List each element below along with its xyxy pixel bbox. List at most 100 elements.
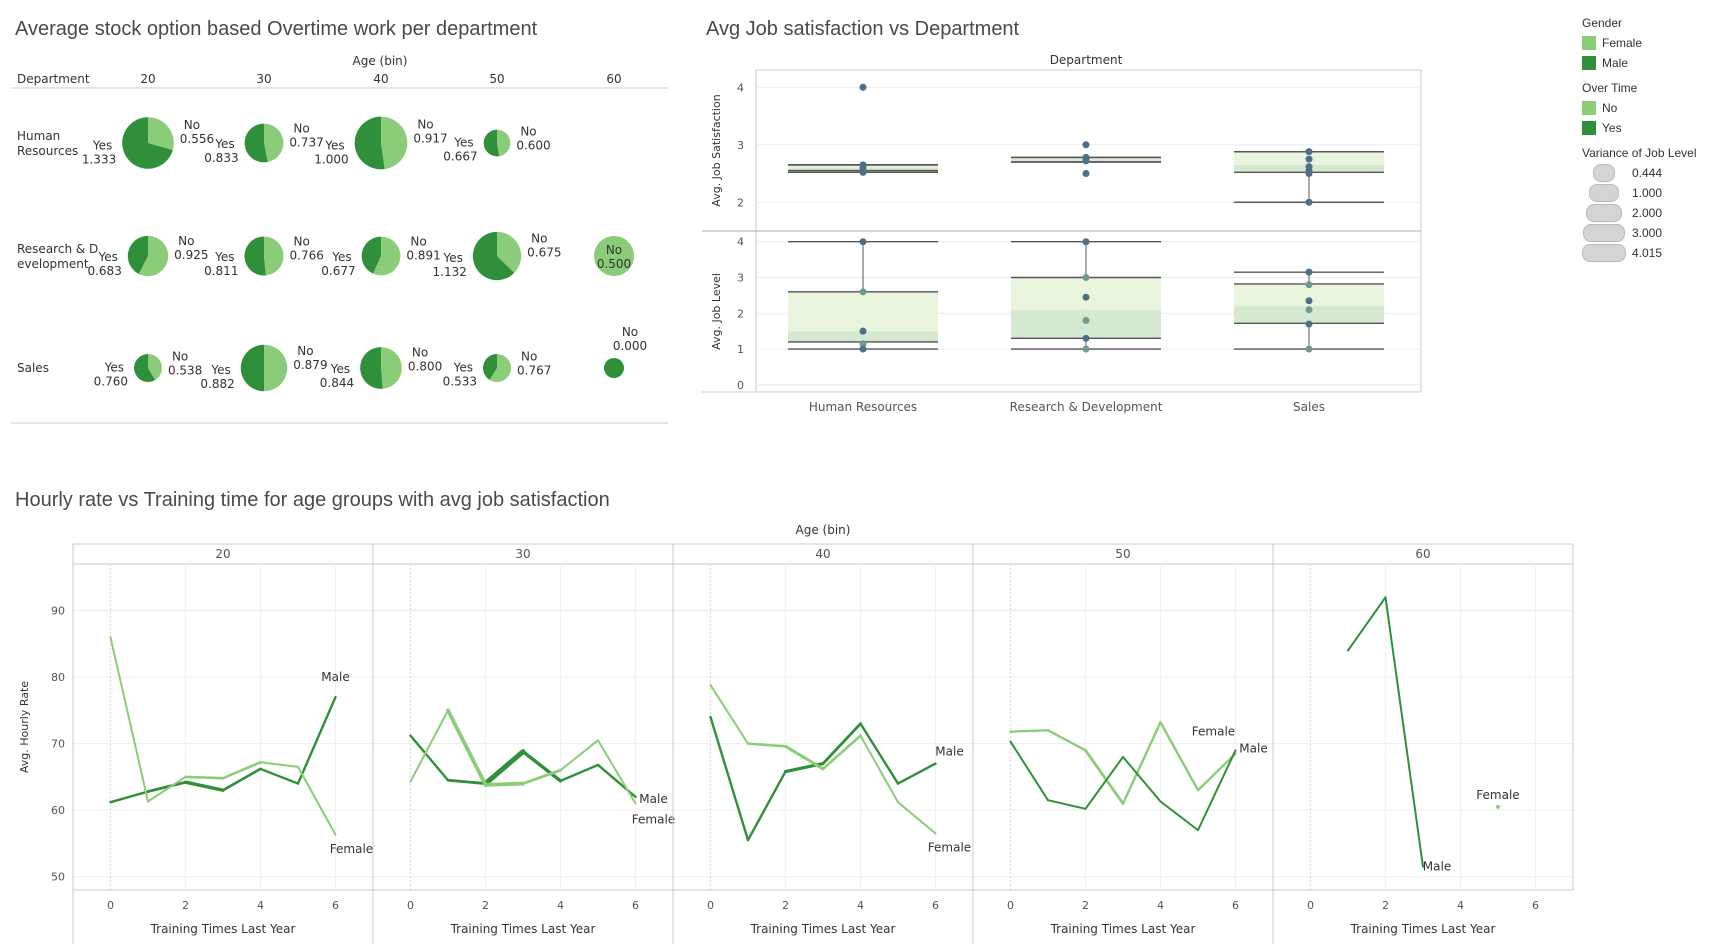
line-x-axis-label: Training Times Last Year	[1050, 922, 1196, 936]
pie-yes-label: Yes	[330, 362, 350, 376]
pie-slice-yes	[483, 129, 500, 157]
legend-item-yes[interactable]: Yes	[1582, 118, 1707, 138]
pie-yes-value: 0.760	[94, 374, 128, 388]
line-x-tick: 0	[1307, 899, 1314, 912]
box-y-tick: 3	[737, 139, 744, 152]
legend-label-female: Female	[1602, 36, 1643, 50]
pie-slice-yes	[122, 117, 173, 169]
box-data-point	[1082, 157, 1090, 165]
line-series-segment	[147, 775, 187, 803]
box-y-axis-label: Avg. Job Satisfaction	[710, 94, 723, 206]
line-panel-age-label: 20	[215, 547, 230, 561]
legend-item-no[interactable]: No	[1582, 98, 1707, 118]
pie-no-label: No	[606, 243, 622, 257]
gender-legend-title: Gender	[1582, 16, 1623, 30]
line-series-segment	[1084, 755, 1124, 810]
line-series-segment	[259, 767, 300, 785]
pie-column-label: 50	[489, 72, 504, 86]
line-x-tick: 0	[707, 899, 714, 912]
line-panel-age-label: 50	[1115, 547, 1130, 561]
line-series-segment	[559, 763, 600, 783]
pie-no-value: 0.556	[180, 132, 214, 146]
box-data-point	[1082, 274, 1090, 282]
box-y-tick: 2	[737, 196, 744, 209]
line-series-label: Male	[321, 670, 349, 684]
pie-yes-value: 0.833	[204, 151, 238, 165]
box-data-point	[859, 83, 867, 91]
line-x-axis-label: Training Times Last Year	[150, 922, 296, 936]
pie-no-label: No	[520, 125, 536, 139]
box-data-point	[1305, 320, 1313, 328]
pie-no-label: No	[297, 344, 313, 358]
box-data-point	[859, 345, 867, 353]
line-series-label: Female	[632, 813, 675, 827]
box-y-tick: 0	[737, 379, 744, 392]
pie-slice-no	[489, 354, 511, 382]
legend-label-yes: Yes	[1602, 121, 1622, 135]
line-series-segment	[596, 763, 637, 799]
line-x-tick: 6	[932, 899, 939, 912]
legend-panel: Gender Female Male Over Time No Yes Vari…	[1582, 14, 1707, 263]
line-series-segment	[559, 739, 599, 772]
variance-shape-1	[1589, 184, 1619, 202]
legend-item-male[interactable]: Male	[1582, 53, 1707, 73]
line-series-segment	[1159, 721, 1200, 792]
pie-no-label: No	[410, 234, 426, 248]
line-series-segment	[1046, 729, 1087, 752]
box-data-point	[1082, 238, 1090, 246]
box-data-point	[1305, 155, 1313, 163]
line-series-segment	[709, 715, 750, 842]
pie-slice-no	[264, 236, 284, 276]
pie-slice-yes	[240, 344, 265, 392]
pie-slice	[594, 236, 634, 276]
variance-size-2: 2.000	[1582, 203, 1707, 223]
pie-row-label: Research & D	[17, 242, 98, 256]
no-swatch	[1582, 101, 1596, 115]
pie-yes-label: Yes	[442, 251, 462, 265]
pie-yes-value: 1.132	[433, 265, 467, 279]
stock-option-chart-title: Average stock option based Overtime work…	[15, 18, 538, 40]
line-series-label: Female	[1476, 788, 1519, 802]
hourly-rate-chart-title: Hourly rate vs Training time for age gro…	[15, 489, 610, 511]
pie-yes-value: 0.683	[87, 264, 121, 278]
line-series-segment	[709, 684, 749, 745]
pie-row-label: evelopment	[17, 257, 89, 271]
variance-shape-4	[1582, 244, 1626, 262]
pie-no-value: 0.925	[174, 248, 208, 262]
pie-slice-yes	[134, 354, 156, 382]
box-data-point	[1082, 141, 1090, 149]
pie-yes-label: Yes	[453, 361, 473, 375]
pie-slice-yes	[354, 116, 385, 170]
line-series-segment	[1009, 729, 1050, 733]
line-series-segment	[221, 760, 262, 780]
pie-no-value: 0.767	[517, 363, 551, 377]
line-series-segment	[446, 708, 488, 787]
variance-legend-title: Variance of Job Level	[1582, 146, 1697, 160]
line-series-segment	[746, 742, 787, 748]
box-x-category-label: Sales	[1293, 400, 1325, 414]
line-series-label: Female	[330, 842, 373, 856]
pie-no-value: 0.675	[527, 246, 561, 260]
variance-label-4: 4.015	[1632, 246, 1663, 260]
line-series-label: Male	[1423, 860, 1451, 874]
pie-slice-yes	[483, 354, 497, 380]
pie-yes-value: 0.533	[443, 375, 477, 389]
pie-yes-label: Yes	[453, 135, 473, 149]
pie-no-label: No	[172, 349, 188, 363]
legend-label-male: Male	[1602, 56, 1629, 70]
line-series-segment	[297, 765, 337, 836]
pie-yes-value: 1.000	[314, 153, 348, 167]
line-series-segment	[859, 734, 899, 804]
line-y-tick: 50	[51, 871, 65, 884]
legend-item-female[interactable]: Female	[1582, 33, 1707, 53]
pie-slice-yes	[127, 235, 148, 274]
line-series-segment	[446, 778, 487, 785]
pie-slice	[604, 358, 624, 378]
variance-label-3: 3.000	[1632, 226, 1663, 240]
line-series-segment	[897, 801, 937, 835]
line-x-tick: 4	[557, 899, 564, 912]
variance-label-2: 2.000	[1632, 206, 1663, 220]
box-x-category-label: Human Resources	[809, 400, 917, 414]
box-y-tick: 3	[737, 272, 744, 285]
line-series-segment	[521, 749, 563, 783]
